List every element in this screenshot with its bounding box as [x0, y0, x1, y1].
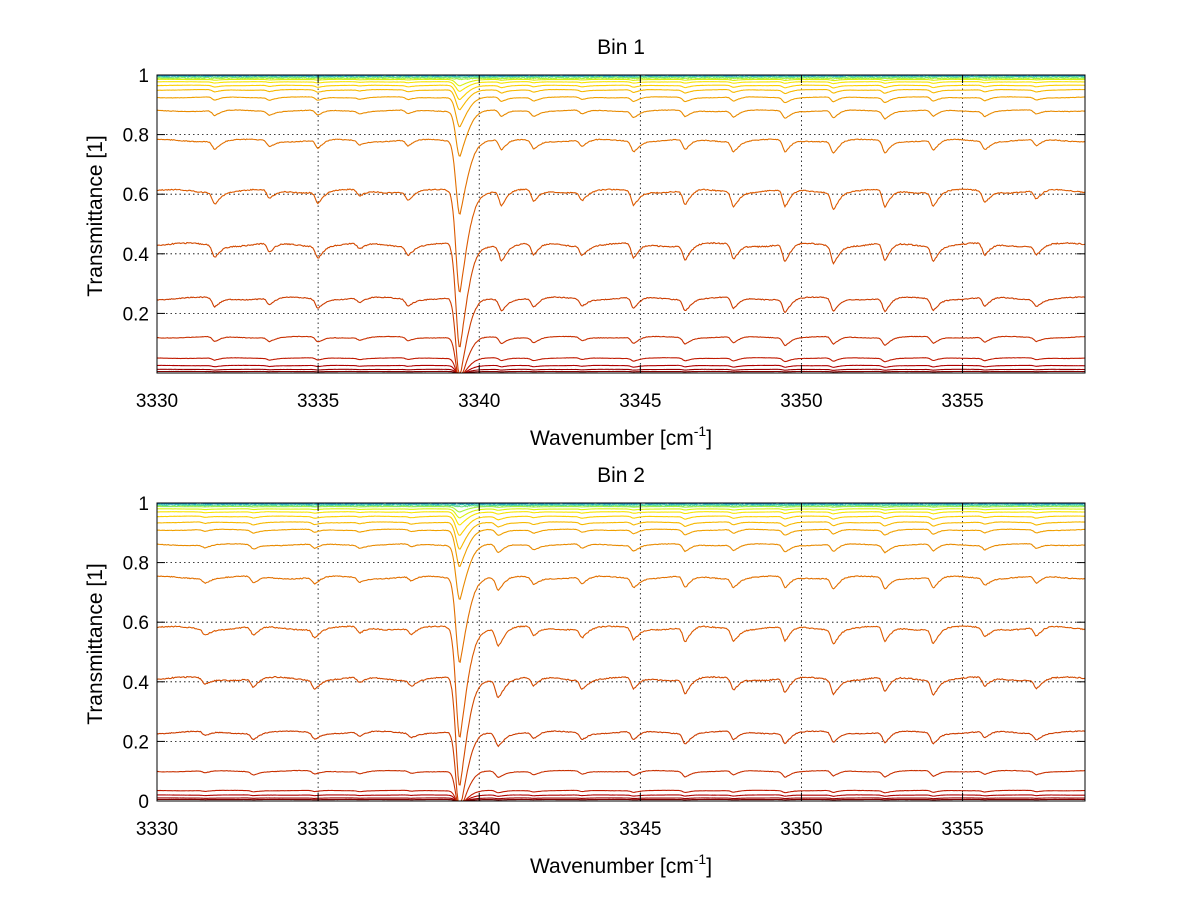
y-tick-label: 1 [138, 494, 149, 515]
x-tick-label: 3330 [136, 819, 178, 840]
plot-panel-2: 3330 3335 3340 3345 3350 3355 0 0.2 0.4 0.6 0.8 1 Bi… [84, 464, 1086, 878]
series-line-1 [156, 370, 1085, 374]
y-tick-label: 0.8 [123, 126, 149, 147]
y-axis-label: Transmittance [1] [84, 563, 107, 724]
y-tick-label: 1 [138, 66, 149, 87]
series-line-5 [156, 335, 1086, 374]
series-line-18 [156, 503, 1086, 506]
series-line-9 [156, 575, 1086, 663]
x-tick-label: 3335 [297, 391, 339, 412]
series-line-4 [156, 357, 1086, 374]
axes-box [156, 74, 1086, 374]
x-tick-label: 3355 [941, 819, 983, 840]
series-line-3 [156, 364, 1086, 374]
series-line-7 [156, 675, 1086, 786]
y-axis-label: Transmittance [1] [84, 135, 107, 296]
series-line-10 [156, 109, 1086, 157]
plot-title: Bin 1 [597, 36, 645, 59]
series-line-9 [156, 138, 1086, 215]
x-axis-label: Wavenumber [cm-1] [530, 423, 712, 450]
series-line-11 [156, 528, 1086, 567]
x-tick-label: 3335 [297, 819, 339, 840]
x-tick-label: 3340 [458, 391, 500, 412]
series-line-14 [156, 511, 1086, 526]
series-line-4 [156, 789, 1086, 802]
y-tick-label: 0 [138, 792, 149, 813]
series-line-3 [156, 794, 1086, 802]
y-tick-label: 0.6 [123, 613, 149, 634]
series-line-5 [156, 769, 1086, 802]
y-tick-label: 0.2 [123, 732, 149, 753]
x-tick-label: 3355 [941, 391, 983, 412]
y-tick-label: 0.2 [123, 304, 149, 325]
series-line-13 [156, 84, 1086, 100]
series-line-16 [156, 76, 1086, 81]
x-tick-label: 3350 [780, 819, 822, 840]
series-line-15 [157, 78, 1086, 87]
x-axis-label: Wavenumber [cm-1] [530, 851, 712, 878]
series-line-15 [157, 508, 1086, 519]
plot-panel-1: 3330 3335 3340 3345 3350 3355 0.2 0.4 0.6 0.8 1 Bin… [84, 36, 1086, 450]
x-tick-label: 3340 [458, 819, 500, 840]
x-tick-label: 3345 [619, 819, 661, 840]
series-line-7 [156, 241, 1086, 348]
series-line-2 [156, 797, 1085, 802]
plot-area [157, 75, 1085, 373]
series-line-6 [156, 296, 1086, 374]
series-line-12 [156, 521, 1086, 550]
y-tick-label: 0.4 [123, 245, 150, 266]
series-line-6 [156, 730, 1086, 802]
series-line-10 [156, 543, 1086, 600]
y-tick-label: 0.8 [123, 554, 149, 575]
series-line-8 [156, 188, 1086, 293]
y-tick-label: 0.4 [123, 673, 150, 694]
y-tick-label: 0.6 [123, 185, 149, 206]
series-line-14 [156, 81, 1086, 92]
x-tick-label: 3345 [619, 391, 661, 412]
axes-box [156, 502, 1086, 802]
series-line-13 [156, 515, 1086, 536]
x-tick-label: 3330 [136, 391, 178, 412]
series-line-2 [156, 368, 1085, 374]
series-line-11 [156, 96, 1086, 128]
x-tick-label: 3350 [780, 391, 822, 412]
series-line-12 [156, 88, 1086, 111]
plot-title: Bin 2 [597, 464, 645, 487]
series-line-16 [156, 505, 1086, 513]
series-line-8 [156, 625, 1086, 738]
plot-area [157, 503, 1085, 801]
series-line-1 [156, 798, 1085, 802]
series-line-17 [156, 504, 1086, 508]
